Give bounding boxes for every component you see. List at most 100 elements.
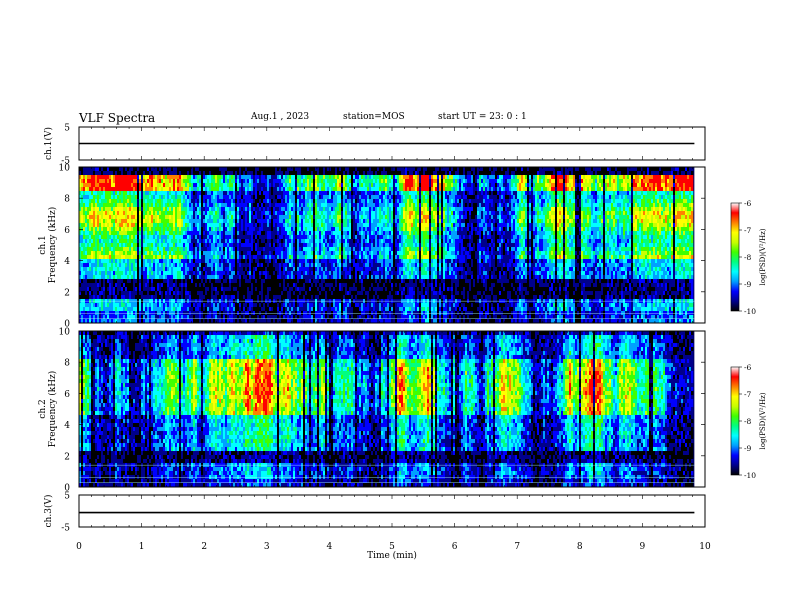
spectrogram-cell bbox=[301, 191, 304, 196]
spectrogram-cell bbox=[97, 191, 100, 196]
spectrogram-cell bbox=[95, 263, 98, 268]
spectrogram-cell bbox=[103, 171, 106, 176]
spectrogram-cell bbox=[275, 295, 278, 300]
spectrogram-cell bbox=[269, 307, 272, 312]
spectrogram-cell bbox=[179, 263, 182, 268]
spectrogram-cell bbox=[289, 275, 292, 280]
spectrogram-cell bbox=[299, 287, 302, 292]
spectrogram-cell bbox=[105, 267, 108, 272]
spectrogram-cell bbox=[191, 251, 194, 256]
spectrogram-cell bbox=[249, 275, 252, 280]
spectrogram-cell bbox=[157, 223, 160, 228]
spectrogram-cell bbox=[141, 191, 144, 196]
spectrogram-cell bbox=[329, 263, 332, 268]
spectrogram-cell bbox=[113, 223, 116, 228]
spectrogram-cell bbox=[139, 183, 142, 188]
spectrogram-cell bbox=[111, 219, 114, 224]
spectrogram-cell bbox=[227, 187, 230, 192]
spectrogram-cell bbox=[273, 203, 276, 208]
spectrogram-cell bbox=[121, 259, 124, 264]
spectrogram-cell bbox=[293, 167, 296, 172]
spectrogram-cell bbox=[241, 223, 244, 228]
spectrogram-cell bbox=[279, 215, 282, 220]
spectrogram-cell bbox=[257, 279, 260, 284]
spectrogram-cell bbox=[229, 307, 232, 312]
spectrogram-cell bbox=[307, 195, 310, 200]
spectrogram-cell bbox=[297, 179, 300, 184]
spectrogram-cell bbox=[231, 187, 234, 192]
spectrogram-cell bbox=[123, 235, 126, 240]
spectrogram-cell bbox=[319, 191, 322, 196]
spectrogram-cell bbox=[255, 315, 258, 320]
spectrogram-cell bbox=[161, 315, 164, 320]
spectrogram-cell bbox=[155, 215, 158, 220]
spectrogram-cell bbox=[291, 311, 294, 316]
spectrogram-cell bbox=[89, 203, 92, 208]
spectrogram-cell bbox=[121, 223, 124, 228]
spectrogram-cell bbox=[103, 167, 106, 172]
spectrogram-cell bbox=[245, 187, 248, 192]
spectrogram-cell bbox=[129, 307, 132, 312]
spectrogram-cell bbox=[143, 287, 146, 292]
spectrogram-cell bbox=[199, 223, 202, 228]
spectrogram-cell bbox=[257, 167, 260, 172]
spectrogram-cell bbox=[175, 275, 178, 280]
spectrogram-cell bbox=[261, 287, 264, 292]
spectrogram-cell bbox=[199, 271, 202, 276]
spectrogram-cell bbox=[263, 227, 266, 232]
spectrogram-cell bbox=[307, 191, 310, 196]
spectrogram-cell bbox=[327, 231, 330, 236]
spectrogram-cell bbox=[147, 179, 150, 184]
spectrogram-cell bbox=[271, 231, 274, 236]
spectrogram-cell bbox=[161, 311, 164, 316]
spectrogram-cell bbox=[151, 315, 154, 320]
spectrogram-cell bbox=[161, 199, 164, 204]
spectrogram-cell bbox=[213, 175, 216, 180]
spectrogram-cell bbox=[227, 179, 230, 184]
spectrogram-cell bbox=[199, 167, 202, 172]
spectrogram-cell bbox=[301, 183, 304, 188]
spectrogram-cell bbox=[325, 191, 328, 196]
spectrogram-cell bbox=[329, 223, 332, 228]
spectrogram-cell bbox=[103, 231, 106, 236]
spectrogram-cell bbox=[245, 171, 248, 176]
spectrogram-cell bbox=[179, 311, 182, 316]
spectrogram-cell bbox=[279, 275, 282, 280]
spectrogram-cell bbox=[161, 179, 164, 184]
spectrogram-cell bbox=[83, 283, 86, 288]
spectrogram-cell bbox=[143, 235, 146, 240]
spectrogram-cell bbox=[99, 287, 102, 292]
spectrogram-cell bbox=[81, 191, 84, 196]
spectrogram-cell bbox=[137, 231, 140, 236]
spectrogram-cell bbox=[325, 211, 328, 216]
spectrogram-cell bbox=[257, 187, 260, 192]
spectrogram-cell bbox=[197, 279, 200, 284]
spectrogram-cell bbox=[155, 291, 158, 296]
spectrogram-cell bbox=[299, 295, 302, 300]
spectrogram-cell bbox=[327, 311, 330, 316]
spectrogram-cell bbox=[235, 227, 238, 232]
spectrogram-cell bbox=[273, 223, 276, 228]
spectrogram-cell bbox=[235, 211, 238, 216]
spectrogram-cell bbox=[175, 263, 178, 268]
spectrogram-cell bbox=[301, 251, 304, 256]
spectrogram-cell bbox=[289, 219, 292, 224]
spectrogram-cell bbox=[257, 255, 260, 260]
spectrogram-cell bbox=[103, 195, 106, 200]
spectrogram-cell bbox=[203, 287, 206, 292]
spectrogram-cell bbox=[225, 183, 228, 188]
spectrogram-cell bbox=[125, 195, 128, 200]
spectrogram-cell bbox=[311, 283, 314, 288]
spectrogram-cell bbox=[313, 263, 316, 268]
spectrogram-cell bbox=[151, 171, 154, 176]
spectrogram-cell bbox=[219, 267, 222, 272]
spectrogram-cell bbox=[125, 171, 128, 176]
spectrogram-cell bbox=[191, 191, 194, 196]
spectrogram-cell bbox=[267, 295, 270, 300]
spectrogram-cell bbox=[123, 191, 126, 196]
spectrogram-cell bbox=[297, 219, 300, 224]
spectrogram-cell bbox=[143, 211, 146, 216]
spectrogram-cell bbox=[107, 263, 110, 268]
spectrogram-cell bbox=[263, 295, 266, 300]
